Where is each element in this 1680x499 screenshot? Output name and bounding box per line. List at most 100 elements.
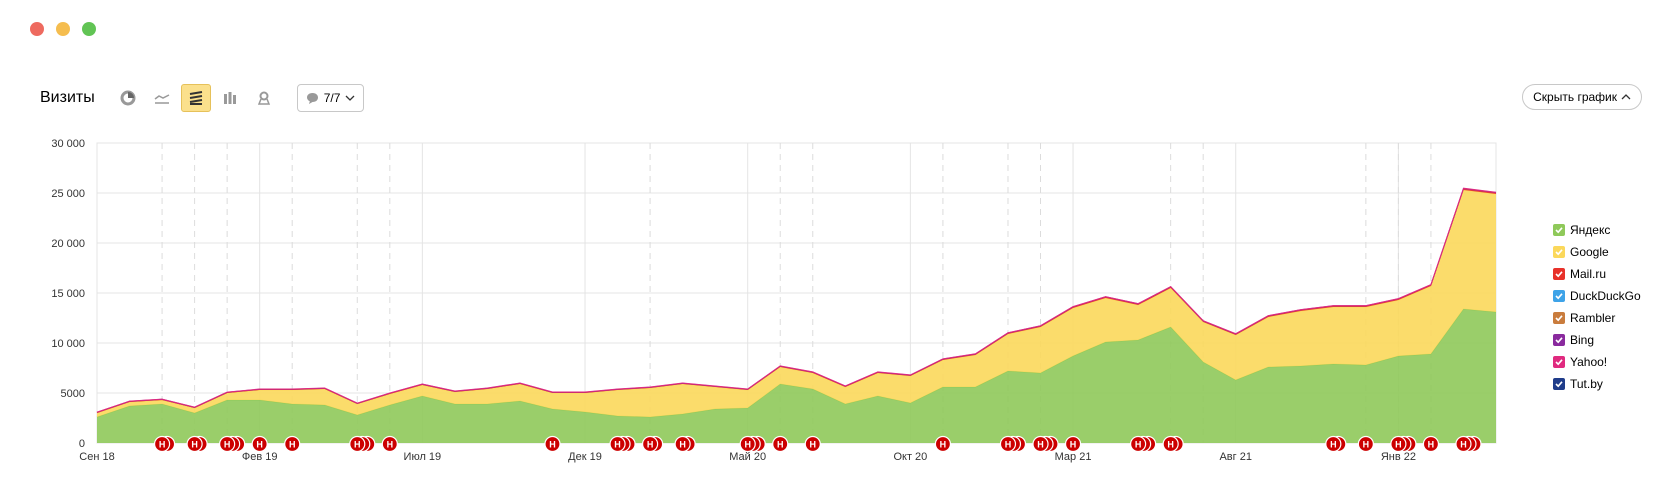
checkbox-icon[interactable] bbox=[1553, 246, 1565, 258]
area-edge bbox=[96, 187, 1497, 413]
x-tick-label: Окт 20 bbox=[893, 451, 927, 463]
legend-item[interactable]: Bing bbox=[1553, 329, 1641, 351]
annotation-marker bbox=[1130, 435, 1147, 453]
x-tick-label: Авг 21 bbox=[1219, 451, 1251, 463]
area-chart-icon[interactable] bbox=[180, 84, 211, 112]
area-яндекс bbox=[97, 309, 1496, 443]
checkbox-icon[interactable] bbox=[1553, 290, 1565, 302]
annotation-marker-letter: Н bbox=[191, 440, 198, 450]
annotation-marker-letter: Н bbox=[549, 440, 556, 450]
annotation-marker-letter: Н bbox=[224, 440, 231, 450]
x-tick-label: Июл 19 bbox=[404, 451, 442, 463]
annotation-marker bbox=[1422, 435, 1440, 453]
checkbox-icon[interactable] bbox=[1553, 378, 1565, 390]
bar-chart-icon[interactable] bbox=[215, 84, 245, 112]
annotation-marker-letter: Н bbox=[1363, 440, 1370, 450]
line-chart-icon[interactable] bbox=[147, 84, 177, 112]
annotation-marker bbox=[349, 435, 366, 453]
annotation-marker bbox=[284, 435, 301, 453]
annotation-marker bbox=[1357, 435, 1374, 453]
annotation-marker bbox=[739, 435, 756, 453]
annotation-marker-letter: Н bbox=[647, 440, 654, 450]
annotation-marker bbox=[1162, 435, 1179, 453]
legend-label: Yahoo! bbox=[1570, 355, 1608, 369]
legend-label: Rambler bbox=[1570, 311, 1616, 325]
map-icon[interactable] bbox=[249, 84, 279, 112]
annotation-marker-letter: Н bbox=[256, 440, 263, 450]
annotations-count: 7/7 bbox=[323, 91, 341, 105]
y-tick-label: 15 000 bbox=[51, 288, 85, 300]
annotation-marker-letter: Н bbox=[1167, 440, 1174, 450]
legend-label: Bing bbox=[1570, 333, 1595, 347]
annotation-marker-letter: Н bbox=[159, 440, 166, 450]
annotations-dropdown[interactable]: 7/7 bbox=[296, 84, 365, 112]
annotation-marker bbox=[153, 435, 171, 453]
annotation-marker bbox=[609, 435, 626, 453]
checkbox-icon[interactable] bbox=[1553, 356, 1565, 368]
legend-item[interactable]: Rambler bbox=[1553, 307, 1641, 329]
annotation-marker bbox=[1390, 435, 1407, 453]
annotation-marker-letter: Н bbox=[744, 440, 751, 450]
y-tick-label: 30 000 bbox=[51, 138, 85, 150]
legend-label: Tut.by bbox=[1570, 377, 1603, 391]
x-tick-label: Май 20 bbox=[729, 451, 766, 463]
checkbox-icon[interactable] bbox=[1553, 312, 1565, 324]
pie-chart-icon[interactable] bbox=[113, 84, 143, 112]
y-tick-label: 25 000 bbox=[51, 188, 85, 200]
legend-label: DuckDuckGo bbox=[1570, 289, 1641, 303]
hide-chart-button[interactable]: Скрыть график bbox=[1522, 84, 1642, 110]
legend-item[interactable]: Tut.by bbox=[1553, 373, 1641, 395]
minimize-window-dot[interactable] bbox=[56, 22, 70, 36]
annotation-marker-letter: Н bbox=[940, 440, 947, 450]
annotation-marker-letter: Н bbox=[289, 440, 296, 450]
annotation-marker-letter: Н bbox=[1428, 440, 1435, 450]
speech-bubble-icon bbox=[306, 92, 318, 104]
legend-item[interactable]: Yahoo! bbox=[1553, 351, 1641, 373]
annotation-marker bbox=[251, 435, 268, 453]
annotation-marker-letter: Н bbox=[679, 440, 686, 450]
chart-toolbar: Визиты 7/7 bbox=[40, 84, 365, 112]
legend-item[interactable]: Google bbox=[1553, 241, 1641, 263]
annotation-marker-letter: Н bbox=[614, 440, 621, 450]
annotation-marker bbox=[1455, 435, 1472, 453]
annotation-marker-letter: Н bbox=[354, 440, 361, 450]
chevron-up-icon bbox=[1621, 94, 1631, 100]
annotation-marker bbox=[219, 435, 236, 453]
checkbox-icon[interactable] bbox=[1553, 268, 1565, 280]
annotation-marker bbox=[1064, 435, 1082, 453]
y-tick-label: 0 bbox=[79, 438, 85, 450]
maximize-window-dot[interactable] bbox=[82, 22, 96, 36]
legend-item[interactable]: Яндекс bbox=[1553, 219, 1641, 241]
annotation-marker bbox=[544, 435, 561, 453]
annotation-marker bbox=[381, 435, 398, 453]
y-tick-label: 5000 bbox=[61, 388, 85, 400]
y-tick-label: 10 000 bbox=[51, 338, 85, 350]
x-tick-label: Янв 22 bbox=[1381, 451, 1416, 463]
annotation-marker-letter: Н bbox=[810, 440, 817, 450]
legend-item[interactable]: Mail.ru bbox=[1553, 263, 1641, 285]
close-window-dot[interactable] bbox=[30, 22, 44, 36]
annotation-marker-letter: Н bbox=[1330, 440, 1337, 450]
chart-legend: Яндекс Google Mail.ru DuckDuckGo Rambler Bing… bbox=[1553, 219, 1641, 395]
annotation-marker bbox=[934, 435, 952, 453]
annotation-marker-letter: Н bbox=[1460, 440, 1467, 450]
legend-item[interactable]: DuckDuckGo bbox=[1553, 285, 1641, 307]
legend-label: Яндекс bbox=[1570, 223, 1611, 237]
legend-label: Mail.ru bbox=[1570, 267, 1607, 281]
y-tick-label: 20 000 bbox=[51, 238, 85, 250]
hide-chart-label: Скрыть график bbox=[1533, 90, 1617, 104]
annotation-marker bbox=[1325, 435, 1342, 453]
checkbox-icon[interactable] bbox=[1553, 224, 1565, 236]
annotation-marker-letter: Н bbox=[1135, 440, 1142, 450]
x-tick-label: Сен 18 bbox=[79, 451, 114, 463]
annotation-marker bbox=[999, 435, 1017, 453]
checkbox-icon[interactable] bbox=[1553, 334, 1565, 346]
annotation-marker bbox=[772, 435, 789, 453]
window-controls bbox=[30, 22, 96, 36]
annotation-marker-letter: Н bbox=[1005, 440, 1012, 450]
annotation-marker-letter: Н bbox=[1070, 440, 1077, 450]
annotation-marker-letter: Н bbox=[387, 440, 394, 450]
annotation-marker bbox=[1032, 435, 1049, 453]
annotation-marker-letter: Н bbox=[1395, 440, 1402, 450]
